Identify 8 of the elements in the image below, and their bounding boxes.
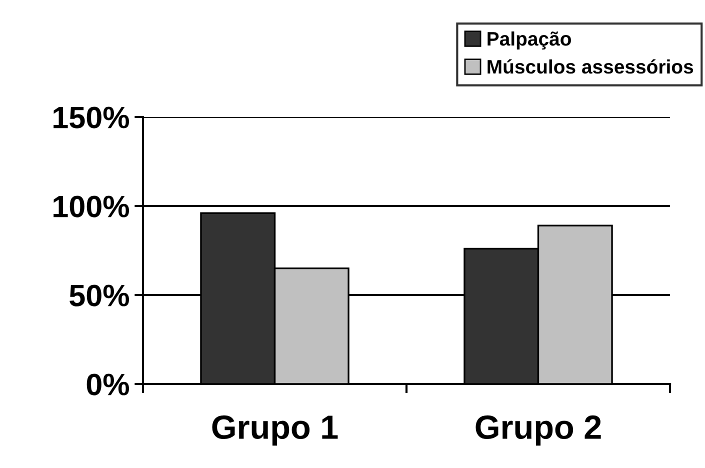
x-tick-label: Grupo 2	[476, 415, 601, 446]
y-tick-label: 100%	[54, 196, 130, 218]
y-tick-label: 0%	[86, 374, 129, 396]
y-tick-label: 50%	[70, 284, 129, 306]
legend-label: Palpação	[488, 31, 571, 50]
y-tick-label: 150%	[54, 106, 130, 128]
legend-label: Músculos assessórios	[488, 59, 694, 74]
x-tick-label: Grupo 1	[212, 415, 338, 446]
